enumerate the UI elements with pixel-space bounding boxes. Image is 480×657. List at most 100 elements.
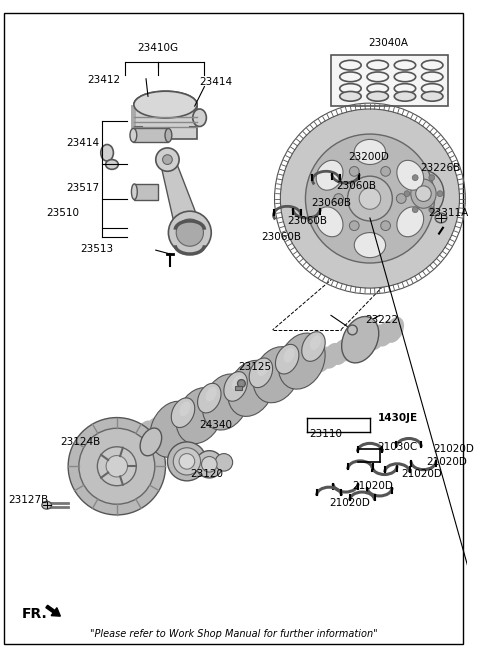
Ellipse shape [130, 129, 137, 142]
Ellipse shape [153, 413, 173, 439]
Ellipse shape [171, 398, 195, 428]
Circle shape [179, 453, 195, 469]
Text: 23517: 23517 [66, 183, 99, 193]
Circle shape [176, 219, 204, 246]
Text: 23040A: 23040A [369, 38, 408, 48]
Ellipse shape [180, 402, 200, 428]
Ellipse shape [249, 358, 273, 388]
Ellipse shape [340, 336, 360, 361]
Ellipse shape [233, 380, 253, 405]
Ellipse shape [42, 501, 51, 509]
Ellipse shape [180, 401, 191, 416]
Ellipse shape [171, 405, 191, 432]
Text: 23311A: 23311A [428, 208, 468, 218]
Text: 24340: 24340 [200, 420, 233, 430]
Bar [235, 386, 242, 390]
Ellipse shape [354, 139, 385, 164]
Ellipse shape [411, 179, 436, 208]
Text: 23060B: 23060B [287, 216, 327, 226]
Ellipse shape [316, 160, 343, 191]
Ellipse shape [403, 170, 444, 217]
Circle shape [305, 134, 434, 263]
Text: 23200D: 23200D [348, 152, 389, 162]
Ellipse shape [394, 91, 416, 101]
Ellipse shape [340, 91, 361, 101]
Ellipse shape [242, 376, 262, 402]
Ellipse shape [132, 184, 137, 200]
Circle shape [334, 194, 344, 204]
Text: 23060B: 23060B [261, 233, 301, 242]
Circle shape [429, 207, 435, 213]
Ellipse shape [278, 333, 325, 389]
Text: 23412: 23412 [88, 75, 121, 85]
Circle shape [381, 166, 390, 176]
Text: 23222: 23222 [365, 315, 398, 325]
Ellipse shape [193, 109, 206, 127]
Text: 23127B: 23127B [8, 495, 48, 505]
Circle shape [168, 211, 211, 254]
Ellipse shape [101, 145, 113, 161]
Ellipse shape [310, 335, 321, 350]
Circle shape [196, 451, 223, 478]
Circle shape [97, 447, 136, 486]
Text: 21020D: 21020D [426, 457, 467, 467]
Ellipse shape [384, 317, 404, 343]
Circle shape [348, 176, 392, 221]
Bar [134, 104, 197, 139]
Text: 23124B: 23124B [60, 437, 101, 447]
Circle shape [349, 221, 359, 231]
Ellipse shape [354, 233, 385, 258]
Circle shape [404, 191, 410, 196]
Ellipse shape [257, 361, 268, 376]
Ellipse shape [253, 347, 300, 403]
Bar [331, 55, 448, 106]
Ellipse shape [316, 207, 343, 237]
Text: 23226B: 23226B [420, 164, 461, 173]
Ellipse shape [435, 213, 447, 223]
Circle shape [168, 442, 206, 481]
Ellipse shape [232, 375, 243, 390]
Circle shape [349, 166, 359, 176]
Circle shape [173, 448, 201, 475]
Text: 23513: 23513 [80, 244, 113, 254]
Text: 1430JE: 1430JE [378, 413, 418, 422]
Circle shape [106, 455, 128, 477]
Ellipse shape [203, 374, 249, 430]
Ellipse shape [302, 332, 325, 361]
FancyArrow shape [46, 605, 60, 616]
Ellipse shape [150, 401, 197, 457]
Ellipse shape [198, 383, 221, 413]
Ellipse shape [206, 391, 226, 417]
Ellipse shape [198, 395, 217, 420]
Bar [134, 184, 158, 200]
Ellipse shape [284, 348, 295, 363]
Ellipse shape [342, 317, 379, 363]
Circle shape [79, 428, 155, 504]
Ellipse shape [269, 365, 288, 391]
Ellipse shape [367, 325, 386, 350]
Text: 23414: 23414 [200, 77, 233, 87]
Circle shape [163, 155, 172, 164]
Ellipse shape [224, 384, 244, 409]
Circle shape [429, 175, 435, 181]
Text: 23125: 23125 [239, 362, 272, 372]
Ellipse shape [162, 409, 182, 435]
Text: 23410G: 23410G [137, 43, 178, 53]
Ellipse shape [106, 160, 118, 170]
Ellipse shape [276, 344, 299, 374]
Circle shape [215, 453, 233, 471]
Ellipse shape [140, 428, 162, 456]
Ellipse shape [304, 350, 324, 376]
Text: 21020D: 21020D [433, 443, 474, 454]
Ellipse shape [313, 347, 333, 373]
Ellipse shape [322, 343, 342, 369]
Ellipse shape [228, 360, 275, 417]
Ellipse shape [206, 387, 217, 401]
Ellipse shape [349, 332, 369, 357]
Text: "Please refer to Work Shop Manual for further information": "Please refer to Work Shop Manual for fu… [90, 629, 377, 639]
Circle shape [437, 191, 443, 196]
Text: 23510: 23510 [47, 208, 80, 218]
Ellipse shape [296, 354, 315, 380]
Ellipse shape [216, 387, 235, 413]
Ellipse shape [135, 420, 155, 446]
